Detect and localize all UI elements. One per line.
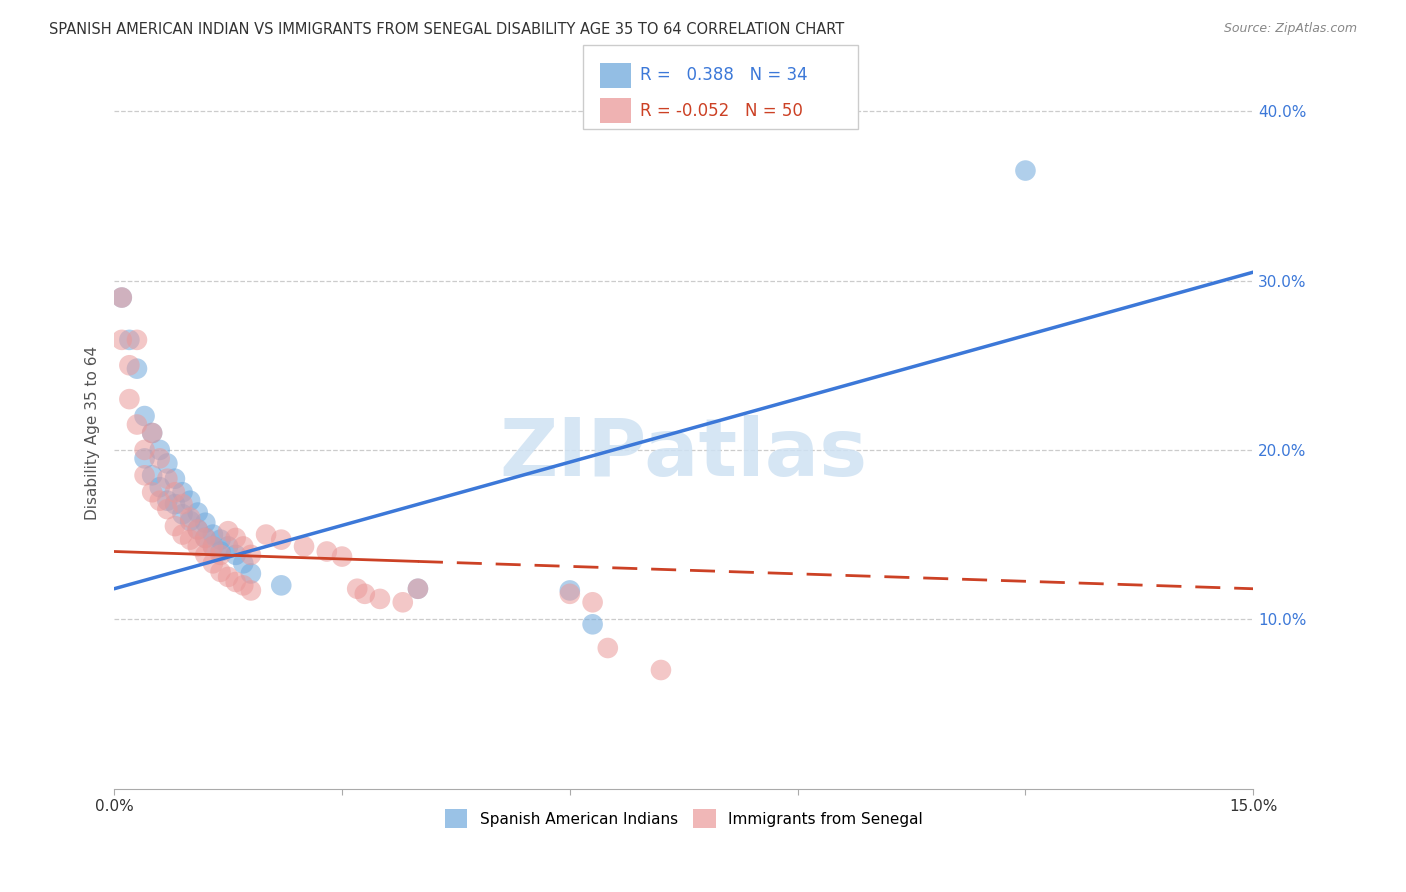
Point [558, 583, 581, 598]
Point [391, 595, 413, 609]
Point [353, 587, 375, 601]
Point [118, 333, 141, 347]
Point [270, 533, 292, 547]
Point [225, 548, 247, 562]
Point [217, 570, 239, 584]
Point [179, 514, 201, 528]
Point [650, 663, 672, 677]
Point [187, 506, 209, 520]
Point [209, 533, 232, 547]
Point [239, 548, 262, 562]
Point [209, 565, 232, 579]
Point [1014, 163, 1036, 178]
Y-axis label: Disability Age 35 to 64: Disability Age 35 to 64 [86, 346, 100, 520]
Text: SPANISH AMERICAN INDIAN VS IMMIGRANTS FROM SENEGAL DISABILITY AGE 35 TO 64 CORRE: SPANISH AMERICAN INDIAN VS IMMIGRANTS FR… [49, 22, 845, 37]
Text: Source: ZipAtlas.com: Source: ZipAtlas.com [1223, 22, 1357, 36]
Text: R = -0.052   N = 50: R = -0.052 N = 50 [640, 102, 803, 120]
Point [156, 472, 179, 486]
Point [163, 519, 186, 533]
Point [149, 493, 172, 508]
Point [209, 548, 232, 562]
Point [141, 485, 163, 500]
Point [125, 417, 148, 432]
Point [225, 531, 247, 545]
Point [194, 516, 217, 530]
Point [217, 540, 239, 554]
Point [194, 531, 217, 545]
Point [581, 617, 603, 632]
Point [149, 442, 172, 457]
Point [201, 557, 224, 571]
Point [118, 358, 141, 372]
Point [239, 583, 262, 598]
Point [232, 540, 254, 554]
Point [292, 540, 315, 554]
Point [201, 527, 224, 541]
Point [125, 333, 148, 347]
Point [163, 472, 186, 486]
Point [239, 566, 262, 581]
Point [172, 508, 194, 522]
Point [134, 409, 156, 423]
Point [134, 451, 156, 466]
Point [194, 548, 217, 562]
Point [368, 591, 391, 606]
Point [406, 582, 429, 596]
Point [141, 468, 163, 483]
Point [254, 527, 277, 541]
Point [172, 485, 194, 500]
Point [141, 425, 163, 440]
Point [163, 485, 186, 500]
Point [111, 333, 134, 347]
Point [141, 425, 163, 440]
Point [194, 531, 217, 545]
Point [118, 392, 141, 406]
Point [330, 549, 353, 564]
Point [596, 640, 619, 655]
Point [149, 480, 172, 494]
Point [111, 291, 134, 305]
Point [270, 578, 292, 592]
Text: ZIPatlas: ZIPatlas [499, 416, 868, 493]
Point [201, 540, 224, 554]
Point [156, 502, 179, 516]
Point [111, 291, 134, 305]
Point [172, 497, 194, 511]
Point [187, 523, 209, 537]
Point [134, 442, 156, 457]
Point [179, 533, 201, 547]
Point [156, 457, 179, 471]
Point [209, 544, 232, 558]
Point [581, 595, 603, 609]
Point [201, 540, 224, 554]
Point [187, 523, 209, 537]
Point [232, 557, 254, 571]
Text: R =   0.388   N = 34: R = 0.388 N = 34 [640, 66, 807, 84]
Point [179, 493, 201, 508]
Point [187, 540, 209, 554]
Legend: Spanish American Indians, Immigrants from Senegal: Spanish American Indians, Immigrants fro… [439, 804, 929, 834]
Point [172, 527, 194, 541]
Point [134, 468, 156, 483]
Point [125, 361, 148, 376]
Point [163, 497, 186, 511]
Point [225, 574, 247, 589]
Point [217, 524, 239, 538]
Point [406, 582, 429, 596]
Point [346, 582, 368, 596]
Point [232, 578, 254, 592]
Point [558, 587, 581, 601]
Point [156, 493, 179, 508]
Point [179, 510, 201, 524]
Point [315, 544, 337, 558]
Point [149, 451, 172, 466]
